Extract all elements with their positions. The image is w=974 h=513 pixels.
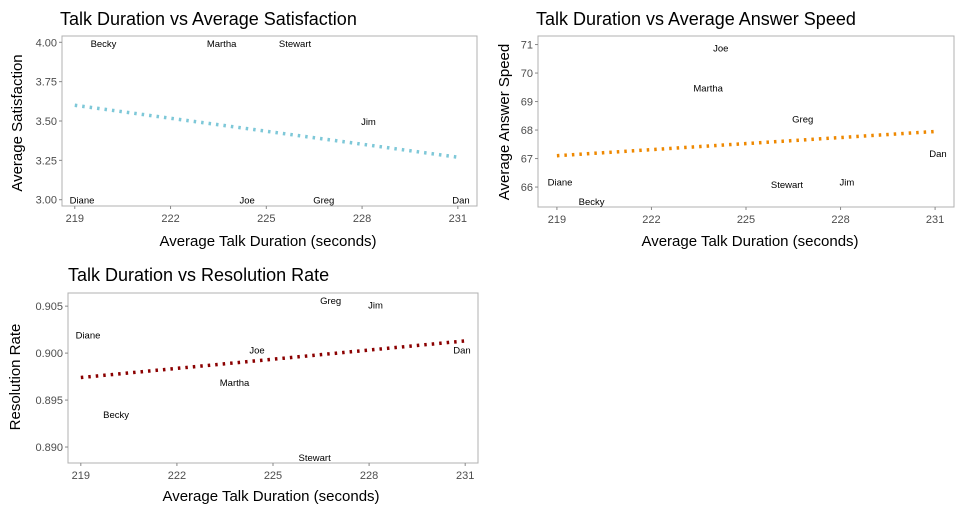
- point-label-dan: Dan: [929, 149, 946, 160]
- point-label-martha: Martha: [220, 378, 250, 389]
- x-tick-label: 231: [456, 470, 474, 482]
- point-label-diane: Diane: [70, 196, 95, 207]
- plot-frame: [67, 292, 479, 464]
- y-axis-ticks: 0.890 0.895 0.900 0.905: [35, 301, 68, 454]
- x-tick-label: 225: [737, 214, 755, 226]
- y-tick-label: 68: [521, 125, 533, 137]
- point-label-jim: Jim: [839, 177, 854, 188]
- point-label-greg: Greg: [313, 196, 334, 207]
- y-tick-label: 0.900: [35, 348, 63, 360]
- y-axis-label: Average Satisfaction: [9, 54, 26, 191]
- y-tick-label: 0.890: [35, 442, 63, 454]
- x-tick-label: 228: [831, 214, 849, 226]
- point-label-jim: Jim: [368, 300, 383, 311]
- x-axis-ticks: 219 222 225 228 231: [66, 206, 467, 225]
- x-tick-label: 231: [926, 214, 944, 226]
- point-label-diane: Diane: [548, 177, 573, 188]
- point-label-martha: Martha: [207, 39, 237, 50]
- y-tick-label: 3.25: [36, 155, 57, 167]
- x-axis-label: Average Talk Duration (seconds): [159, 233, 376, 250]
- trend-line: [74, 103, 459, 159]
- point-label-becky: Becky: [579, 197, 605, 208]
- trend-line-segment: [74, 103, 459, 159]
- point-labels: Diane Becky Martha Stewart Jim Joe Greg Dan: [70, 39, 470, 207]
- x-axis-ticks: 219 222 225 228 231: [548, 207, 944, 226]
- y-axis-ticks: 3.00 3.25 3.50 3.75 4.00: [36, 37, 62, 207]
- point-label-stewart: Stewart: [299, 453, 332, 464]
- plot-frame: [537, 35, 955, 208]
- point-label-diane: Diane: [76, 330, 101, 341]
- x-tick-label: 219: [548, 214, 566, 226]
- y-tick-label: 69: [521, 97, 533, 109]
- trend-line: [556, 129, 936, 158]
- chart-title: Talk Duration vs Average Satisfaction: [60, 9, 357, 29]
- trend-line-segment: [556, 129, 936, 158]
- point-label-jim: Jim: [361, 117, 376, 128]
- x-axis-label: Average Talk Duration (seconds): [162, 488, 379, 505]
- chart-title: Talk Duration vs Resolution Rate: [68, 265, 329, 285]
- x-tick-label: 228: [353, 213, 371, 225]
- x-tick-label: 219: [66, 213, 84, 225]
- point-label-greg: Greg: [792, 115, 813, 126]
- y-axis-label: Average Answer Speed: [496, 44, 513, 201]
- point-label-becky: Becky: [103, 410, 129, 421]
- x-tick-label: 225: [257, 213, 275, 225]
- point-label-martha: Martha: [693, 83, 723, 94]
- point-label-joe: Joe: [249, 345, 264, 356]
- panel-talk-vs-satisfaction: Talk Duration vs Average Satisfaction Av…: [9, 9, 478, 250]
- x-tick-label: 231: [449, 213, 467, 225]
- x-tick-label: 228: [360, 470, 378, 482]
- y-tick-label: 71: [521, 40, 533, 52]
- panel-talk-vs-answer-speed: Talk Duration vs Average Answer Speed Av…: [496, 9, 955, 250]
- y-tick-label: 66: [521, 182, 533, 194]
- trend-line-segment: [80, 339, 466, 380]
- point-label-becky: Becky: [91, 39, 117, 50]
- point-labels: Greg Jim Diane Joe Dan Martha Becky Stewart: [76, 296, 471, 464]
- y-tick-label: 0.895: [35, 395, 63, 407]
- point-label-greg: Greg: [320, 296, 341, 307]
- x-axis-label: Average Talk Duration (seconds): [641, 233, 858, 250]
- chart-title: Talk Duration vs Average Answer Speed: [536, 9, 856, 29]
- y-tick-label: 3.75: [36, 77, 57, 89]
- y-tick-label: 4.00: [36, 37, 57, 49]
- point-labels: Joe Martha Greg Dan Diane Stewart Jim Becky: [548, 43, 947, 208]
- y-tick-label: 67: [521, 154, 533, 166]
- panel-talk-vs-resolution-rate: Talk Duration vs Resolution Rate Average…: [7, 265, 479, 505]
- x-tick-label: 225: [264, 470, 282, 482]
- point-label-stewart: Stewart: [771, 180, 804, 191]
- y-tick-label: 70: [521, 68, 533, 80]
- plot-frame: [61, 35, 478, 207]
- y-tick-label: 0.905: [35, 301, 63, 313]
- x-tick-label: 222: [168, 470, 186, 482]
- trend-line: [80, 339, 466, 380]
- x-tick-label: 222: [161, 213, 179, 225]
- y-tick-label: 3.50: [36, 116, 57, 128]
- point-label-stewart: Stewart: [279, 39, 312, 50]
- x-axis-ticks: 219 222 225 228 231: [72, 463, 474, 482]
- x-tick-label: 219: [72, 470, 90, 482]
- y-axis-label: Resolution Rate: [7, 324, 24, 431]
- point-label-joe: Joe: [239, 196, 254, 207]
- y-tick-label: 3.00: [36, 195, 57, 207]
- point-label-dan: Dan: [452, 196, 469, 207]
- y-axis-ticks: 66 67 68 69 70 71: [521, 40, 538, 194]
- point-label-dan: Dan: [453, 345, 470, 356]
- point-label-joe: Joe: [713, 43, 728, 54]
- x-tick-label: 222: [642, 214, 660, 226]
